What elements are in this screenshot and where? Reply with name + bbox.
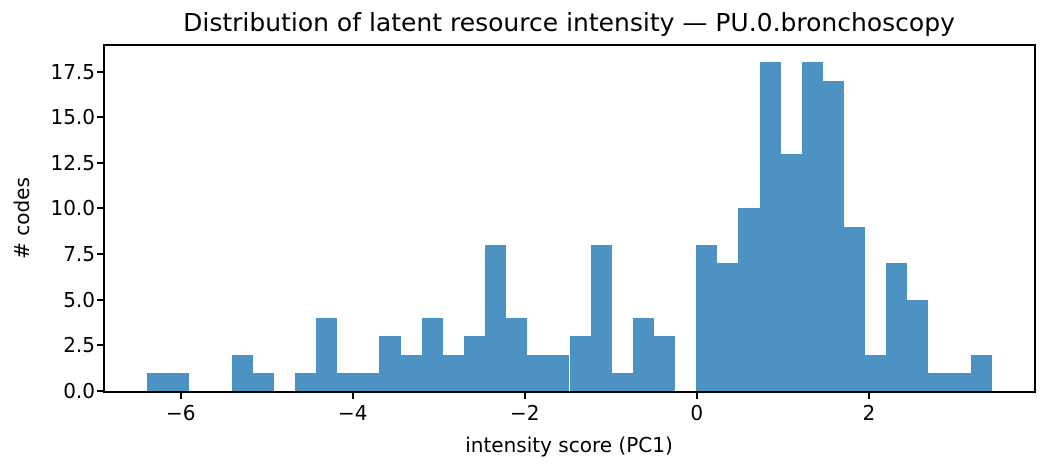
x-axis-label: intensity score (PC1) — [465, 433, 673, 457]
histogram-bar — [316, 317, 338, 391]
histogram-bar — [886, 263, 908, 391]
y-tick-mark — [97, 253, 103, 256]
histogram-bar — [442, 354, 464, 391]
x-tick-label: −4 — [337, 401, 368, 425]
histogram-bar — [337, 372, 359, 391]
histogram-bar — [738, 208, 760, 391]
y-tick-label: 0.0 — [63, 379, 95, 403]
histogram-bar — [865, 354, 887, 391]
x-tick-label: 2 — [862, 401, 876, 425]
y-tick-mark — [97, 116, 103, 119]
histogram-bar — [801, 62, 823, 391]
y-tick-mark — [97, 70, 103, 73]
histogram-bar — [421, 317, 443, 391]
y-tick-mark — [97, 207, 103, 210]
histogram-bar — [379, 336, 401, 391]
histogram-bar — [949, 372, 971, 391]
x-tick-mark — [695, 393, 698, 399]
y-tick-label: 10.0 — [50, 196, 95, 221]
y-tick-mark — [97, 161, 103, 164]
histogram-bar — [907, 299, 929, 391]
y-tick-label: 17.5 — [50, 59, 95, 84]
x-tick-label: 0 — [690, 401, 704, 425]
x-tick-mark — [523, 393, 526, 399]
histogram-bar — [569, 336, 591, 391]
histogram-bar — [632, 317, 654, 391]
histogram-bar — [294, 372, 317, 391]
histogram-bar — [252, 372, 274, 391]
bars-layer — [105, 46, 1034, 391]
x-tick-mark — [351, 393, 354, 399]
histogram-bar — [717, 263, 739, 391]
plot-area — [103, 44, 1036, 393]
histogram-bar — [358, 372, 380, 391]
histogram-bar — [147, 372, 169, 391]
y-tick-label: 15.0 — [50, 105, 95, 130]
histogram-bar — [168, 372, 190, 391]
histogram-bar — [970, 354, 992, 391]
x-tick-mark — [867, 393, 870, 399]
y-tick-mark — [97, 344, 103, 347]
histogram-bar — [400, 354, 422, 391]
histogram-bar — [653, 336, 676, 391]
histogram-bar — [527, 354, 549, 391]
histogram-bar — [928, 372, 950, 391]
x-tick-mark — [179, 393, 182, 399]
y-axis-label: # codes — [10, 177, 34, 259]
y-tick-mark — [97, 298, 103, 301]
chart-title: Distribution of latent resource intensit… — [183, 8, 955, 37]
histogram-bar — [696, 244, 718, 391]
y-tick-label: 5.0 — [63, 287, 95, 312]
histogram-bar — [759, 62, 781, 391]
histogram-bar — [463, 336, 486, 391]
x-tick-label: −2 — [510, 401, 540, 425]
histogram-bar — [506, 317, 528, 391]
y-tick-mark — [97, 390, 103, 392]
histogram-bar — [590, 244, 612, 391]
y-tick-label: 7.5 — [63, 242, 95, 267]
y-tick-label: 2.5 — [63, 333, 95, 358]
histogram-bar — [485, 244, 507, 391]
histogram-bar — [780, 153, 802, 391]
histogram-bar — [822, 80, 845, 391]
x-tick-label: −6 — [165, 401, 196, 425]
histogram-bar — [231, 354, 253, 391]
histogram-bar — [548, 354, 570, 391]
y-tick-label: 12.5 — [50, 150, 95, 175]
histogram-bar — [844, 226, 866, 391]
histogram-bar — [611, 372, 633, 391]
